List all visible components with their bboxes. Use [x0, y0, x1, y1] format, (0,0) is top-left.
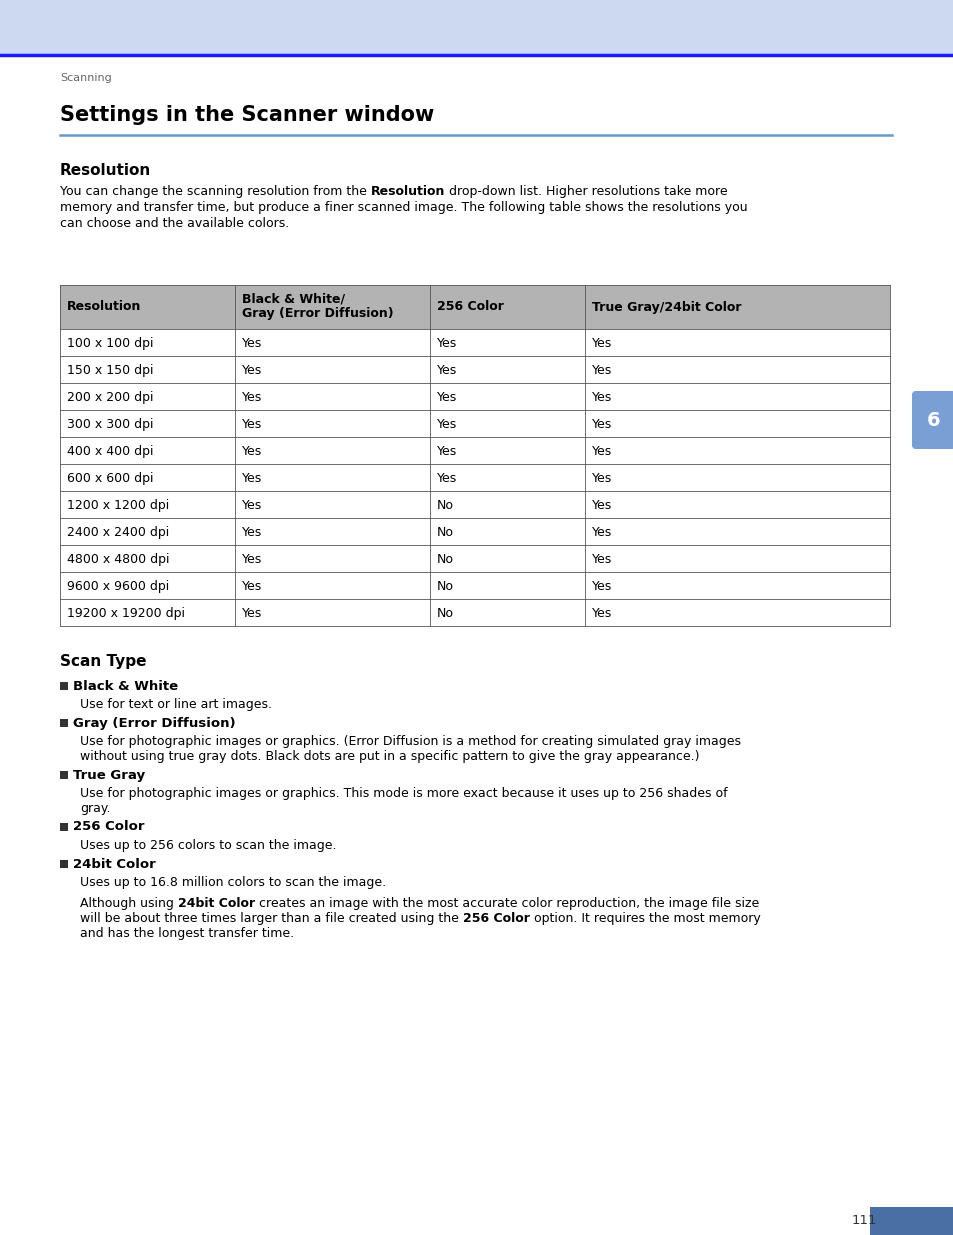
Text: 111: 111 [851, 1214, 877, 1228]
Text: 1200 x 1200 dpi: 1200 x 1200 dpi [67, 499, 169, 513]
Text: Yes: Yes [436, 472, 456, 485]
Text: Settings in the Scanner window: Settings in the Scanner window [60, 105, 434, 125]
Bar [60, 329, 889, 356]
Text: You can change the scanning resolution from the: You can change the scanning resolution f… [60, 185, 371, 198]
Text: Yes: Yes [436, 337, 456, 350]
Text: 6: 6 [926, 410, 940, 430]
Text: 400 x 400 dpi: 400 x 400 dpi [67, 445, 153, 458]
Text: Scanning: Scanning [60, 73, 112, 83]
Text: 9600 x 9600 dpi: 9600 x 9600 dpi [67, 580, 169, 593]
Bar [60, 719, 68, 727]
Text: Yes: Yes [592, 364, 612, 377]
Text: Although using: Although using [80, 897, 177, 910]
Bar [60, 572, 889, 599]
Bar [60, 383, 889, 410]
Text: 150 x 150 dpi: 150 x 150 dpi [67, 364, 153, 377]
Text: Resolution: Resolution [60, 163, 152, 178]
Text: Yes: Yes [592, 417, 612, 431]
Text: 256 Color: 256 Color [73, 820, 144, 834]
Text: Yes: Yes [242, 337, 262, 350]
Text: Yes: Yes [592, 580, 612, 593]
Text: Yes: Yes [592, 472, 612, 485]
Text: Yes: Yes [592, 499, 612, 513]
Text: No: No [436, 580, 454, 593]
Text: 300 x 300 dpi: 300 x 300 dpi [67, 417, 153, 431]
Text: Yes: Yes [242, 606, 262, 620]
Text: Resolution: Resolution [371, 185, 445, 198]
Text: Yes: Yes [242, 472, 262, 485]
Text: 4800 x 4800 dpi: 4800 x 4800 dpi [67, 553, 170, 566]
Text: 2400 x 2400 dpi: 2400 x 2400 dpi [67, 526, 169, 538]
Bar [60, 410, 889, 437]
Text: creates an image with the most accurate color reproduction, the image file size: creates an image with the most accurate … [254, 897, 759, 910]
Bar [869, 1207, 953, 1235]
Text: Resolution: Resolution [67, 300, 141, 314]
Bar [60, 285, 889, 329]
Text: 256 Color: 256 Color [436, 300, 503, 314]
Text: True Gray: True Gray [73, 768, 145, 782]
Text: Yes: Yes [592, 553, 612, 566]
Text: 200 x 200 dpi: 200 x 200 dpi [67, 391, 153, 404]
Bar [60, 545, 889, 572]
Bar [60, 682, 68, 690]
Bar [0, 0, 953, 56]
Bar [60, 356, 889, 383]
Text: Uses up to 256 colors to scan the image.: Uses up to 256 colors to scan the image. [80, 839, 336, 852]
Text: option. It requires the most memory: option. It requires the most memory [529, 911, 760, 925]
Text: Gray (Error Diffusion): Gray (Error Diffusion) [73, 716, 235, 730]
Text: Yes: Yes [436, 445, 456, 458]
Text: 24bit Color: 24bit Color [177, 897, 254, 910]
Bar [60, 860, 68, 868]
Text: Scan Type: Scan Type [60, 655, 147, 669]
Text: Yes: Yes [242, 364, 262, 377]
Text: Yes: Yes [242, 499, 262, 513]
Bar [60, 599, 889, 626]
Text: No: No [436, 526, 454, 538]
Text: Yes: Yes [436, 417, 456, 431]
Text: Yes: Yes [242, 553, 262, 566]
Text: 600 x 600 dpi: 600 x 600 dpi [67, 472, 153, 485]
Text: Black & White: Black & White [73, 679, 178, 693]
Text: Yes: Yes [592, 337, 612, 350]
Text: Yes: Yes [242, 526, 262, 538]
Text: Yes: Yes [436, 391, 456, 404]
Text: memory and transfer time, but produce a finer scanned image. The following table: memory and transfer time, but produce a … [60, 201, 747, 214]
Text: drop-down list. Higher resolutions take more: drop-down list. Higher resolutions take … [445, 185, 727, 198]
Text: will be about three times larger than a file created using the: will be about three times larger than a … [80, 911, 462, 925]
Text: No: No [436, 499, 454, 513]
Text: Yes: Yes [242, 391, 262, 404]
Text: Yes: Yes [592, 445, 612, 458]
Bar [60, 437, 889, 464]
Text: True Gray/24bit Color: True Gray/24bit Color [592, 300, 740, 314]
Text: Yes: Yes [242, 580, 262, 593]
Bar [60, 823, 68, 831]
Text: Use for text or line art images.: Use for text or line art images. [80, 698, 272, 711]
Text: 100 x 100 dpi: 100 x 100 dpi [67, 337, 153, 350]
Text: No: No [436, 606, 454, 620]
Text: Yes: Yes [242, 417, 262, 431]
Text: Yes: Yes [592, 391, 612, 404]
Text: Black & White/: Black & White/ [242, 293, 345, 306]
Text: and has the longest transfer time.: and has the longest transfer time. [80, 927, 294, 940]
FancyBboxPatch shape [911, 391, 953, 450]
Text: 24bit Color: 24bit Color [73, 857, 155, 871]
Text: can choose and the available colors.: can choose and the available colors. [60, 217, 289, 230]
Text: without using true gray dots. Black dots are put in a specific pattern to give t: without using true gray dots. Black dots… [80, 750, 699, 763]
Text: gray.: gray. [80, 802, 111, 815]
Text: Use for photographic images or graphics. (Error Diffusion is a method for creati: Use for photographic images or graphics.… [80, 735, 740, 748]
Text: Use for photographic images or graphics. This mode is more exact because it uses: Use for photographic images or graphics.… [80, 787, 727, 800]
Bar [60, 771, 68, 779]
Text: 256 Color: 256 Color [462, 911, 529, 925]
Text: No: No [436, 553, 454, 566]
Text: Uses up to 16.8 million colors to scan the image.: Uses up to 16.8 million colors to scan t… [80, 876, 386, 889]
Text: Yes: Yes [592, 606, 612, 620]
Text: Gray (Error Diffusion): Gray (Error Diffusion) [242, 308, 394, 320]
Text: Yes: Yes [436, 364, 456, 377]
Text: Yes: Yes [242, 445, 262, 458]
Bar [60, 517, 889, 545]
Bar [60, 492, 889, 517]
Text: 19200 x 19200 dpi: 19200 x 19200 dpi [67, 606, 185, 620]
Text: Yes: Yes [592, 526, 612, 538]
Bar [60, 464, 889, 492]
